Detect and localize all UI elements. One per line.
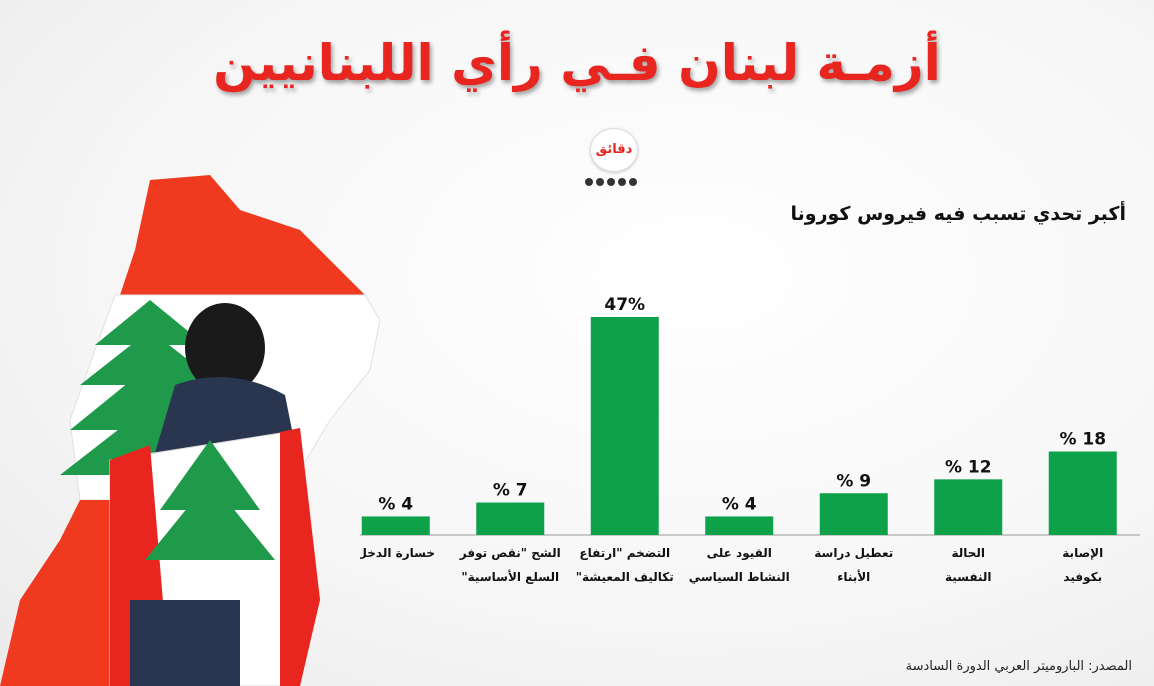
instagram-icon[interactable] xyxy=(596,178,604,186)
telegram-icon[interactable] xyxy=(629,178,637,186)
map-red-top xyxy=(120,175,365,295)
category-tick-label: الشح "نقص توفر xyxy=(459,546,561,561)
category-tick-label: التضخم "ارتفاع xyxy=(579,546,670,560)
data-label: % 18 xyxy=(1059,430,1106,450)
category-tick-label: خسارة الدخل xyxy=(360,546,435,560)
bar xyxy=(1048,451,1117,535)
bar xyxy=(476,502,545,535)
bar xyxy=(934,479,1003,535)
bar xyxy=(819,493,888,535)
data-label: % 4 xyxy=(722,494,757,514)
category-tick-label: تعطيل دراسة xyxy=(814,546,893,560)
brand-logo: دقائق xyxy=(590,128,638,172)
youtube-icon[interactable] xyxy=(618,178,626,186)
chart-subtitle: أكبر تحدي تسبب فيه فيروس كورونا xyxy=(790,203,1126,225)
bar xyxy=(361,516,430,535)
category-tick-label: النفسية xyxy=(945,570,992,584)
category-tick-label: بكوفيد xyxy=(1063,570,1102,585)
bar xyxy=(590,317,659,535)
data-label: % 9 xyxy=(836,471,871,491)
category-tick-label: الأبناء xyxy=(837,569,870,584)
category-tick-label: السلع الأساسية" xyxy=(461,569,559,584)
data-label: % 4 xyxy=(378,494,413,514)
category-tick-label: الإصابة xyxy=(1062,546,1103,560)
source-note: المصدر: الباروميتر العربي الدورة السادسة xyxy=(905,659,1132,674)
bar xyxy=(705,516,774,535)
data-label: % 12 xyxy=(945,457,992,477)
facebook-icon[interactable] xyxy=(585,178,593,186)
data-label: 47% xyxy=(604,295,645,315)
twitter-icon[interactable] xyxy=(607,178,615,186)
category-tick-label: الحالة xyxy=(951,546,985,560)
bar-chart: % 18 الإصابة بكوفيد % 12 الحالة النفسية % 9 تعط… xyxy=(360,295,1140,585)
social-icons xyxy=(585,178,637,186)
data-label: % 7 xyxy=(493,481,528,501)
lebanon-flag-map-illustration xyxy=(0,175,380,686)
person-silhouette xyxy=(109,303,321,686)
category-tick-label: القيود على xyxy=(707,546,772,561)
category-tick-label: تكاليف المعيشة" xyxy=(576,570,674,584)
page-title: أزمـة لبنان فـي رأي اللبنانيين xyxy=(213,34,941,92)
category-tick-label: النشاط السياسي xyxy=(689,570,790,584)
